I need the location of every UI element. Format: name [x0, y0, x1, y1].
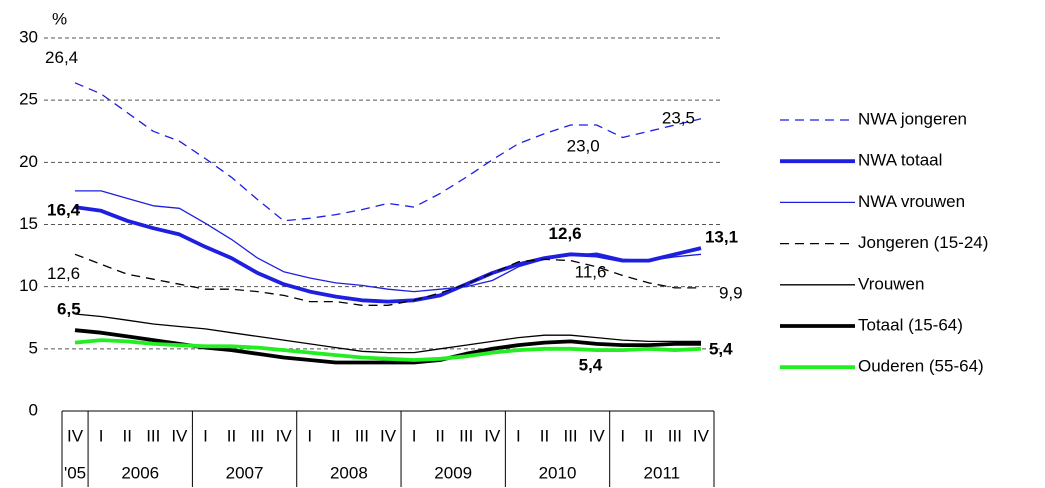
x-tick-label: IV [589, 426, 606, 445]
data-label: 5,4 [709, 339, 733, 358]
data-label: 26,4 [45, 48, 78, 67]
data-label: 9,9 [719, 283, 743, 302]
x-tick-label: II [227, 426, 236, 445]
series-line [74, 253, 701, 306]
y-tick-label: 0 [29, 400, 38, 419]
x-tick-label: III [563, 426, 577, 445]
x-tick-label: II [331, 426, 340, 445]
x-tick-label: IV [380, 426, 397, 445]
x-tick-label: II [122, 426, 131, 445]
x-tick-label: I [412, 426, 417, 445]
data-label: 12,6 [47, 264, 80, 283]
x-tick-label: III [251, 426, 265, 445]
x-tick-label: III [459, 426, 473, 445]
series-line [74, 313, 701, 354]
x-tick-label: I [99, 426, 104, 445]
series-line [75, 190, 702, 293]
year-label: 2007 [226, 463, 264, 482]
legend-label: Vrouwen [858, 274, 924, 293]
x-tick-label: III [668, 426, 682, 445]
x-tick-label: I [307, 426, 312, 445]
unit-label: % [52, 9, 67, 28]
x-tick-label: IV [484, 426, 501, 445]
x-tick-label: III [146, 426, 160, 445]
y-tick-label: 10 [19, 276, 38, 295]
y-tick-label: 20 [19, 152, 38, 171]
series-line [74, 205, 702, 304]
data-label: 23,0 [567, 137, 600, 156]
y-tick-label: 15 [19, 214, 38, 233]
y-tick-label: 25 [19, 90, 38, 109]
x-tick-label: II [540, 426, 549, 445]
year-label: 2009 [434, 463, 472, 482]
legend-label: Jongeren (15-24) [858, 233, 988, 252]
x-tick-label: IV [276, 426, 293, 445]
data-label: 5,4 [579, 355, 603, 374]
legend-label: Ouderen (55-64) [858, 357, 984, 376]
data-label: 12,6 [549, 224, 582, 243]
year-label: 2011 [644, 463, 681, 482]
data-label: 16,4 [47, 201, 81, 220]
data-label: 13,1 [705, 228, 738, 247]
legend-label: NWA totaal [858, 151, 942, 170]
legend-label: Totaal (15-64) [858, 315, 963, 334]
year-label: 2010 [539, 463, 577, 482]
series-line [74, 338, 702, 362]
data-label: 6,5 [57, 300, 81, 319]
year-label: 2006 [121, 463, 159, 482]
year-label: '05 [64, 463, 86, 482]
y-tick-label: 30 [19, 27, 38, 46]
x-tick-label: IV [171, 426, 188, 445]
x-tick-label: I [516, 426, 521, 445]
y-tick-label: 5 [29, 338, 38, 357]
data-label: 23,5 [662, 108, 695, 127]
x-tick-label: II [644, 426, 653, 445]
legend-label: NWA jongeren [858, 109, 967, 128]
legend-label: NWA vrouwen [858, 192, 965, 211]
x-tick-label: III [355, 426, 369, 445]
series-line [74, 82, 702, 222]
x-tick-label: IV [693, 426, 710, 445]
x-tick-label: II [435, 426, 444, 445]
x-tick-label: IV [67, 426, 84, 445]
x-tick-label: I [203, 426, 208, 445]
year-label: 2008 [330, 463, 368, 482]
data-label: 11,6 [575, 262, 607, 281]
x-tick-label: I [620, 426, 625, 445]
